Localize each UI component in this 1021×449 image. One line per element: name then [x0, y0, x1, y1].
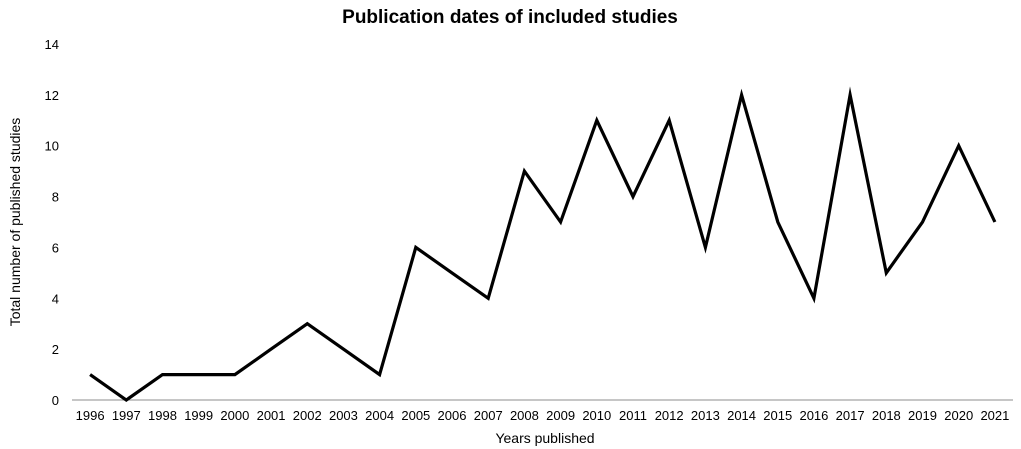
x-tick-label: 2011 — [619, 408, 647, 423]
x-tick-label: 2003 — [329, 408, 358, 423]
x-tick-label: 2010 — [582, 408, 611, 423]
x-tick-label: 1999 — [184, 408, 213, 423]
x-tick-label: 2013 — [691, 408, 720, 423]
x-tick-label: 2006 — [438, 408, 467, 423]
x-tick-label: 2018 — [872, 408, 901, 423]
x-tick-label: 1997 — [112, 408, 141, 423]
series-line — [89, 86, 997, 402]
x-tick-label: 2007 — [474, 408, 503, 423]
x-tick-label: 2014 — [727, 408, 756, 423]
x-axis-label: Years published — [495, 430, 594, 446]
x-tick-label: 2002 — [293, 408, 322, 423]
y-tick-labels: 0 2 4 6 8 10 12 14 — [45, 37, 59, 408]
x-tick-label: 1996 — [76, 408, 105, 423]
chart-title: Publication dates of included studies — [342, 7, 678, 28]
x-tick-label: 2016 — [799, 408, 828, 423]
x-tick-label: 2015 — [763, 408, 792, 423]
x-tick-label: 2000 — [220, 408, 249, 423]
x-tick-label: 2017 — [836, 408, 865, 423]
x-tick-labels: 1996 1997 1998 1999 2000 2001 2002 2003 2004 2005… — [76, 408, 1010, 423]
x-tick-label: 1998 — [148, 408, 177, 423]
y-axis-label: Total number of published studies — [7, 118, 23, 327]
x-tick-label: 2005 — [401, 408, 430, 423]
y-tick-label: 10 — [45, 139, 59, 154]
x-tick-label: 2008 — [510, 408, 539, 423]
series-group — [89, 86, 997, 402]
x-tick-label: 2001 — [257, 408, 286, 423]
x-tick-label: 2012 — [655, 408, 684, 423]
x-tick-label: 2021 — [980, 408, 1009, 423]
y-tick-label: 6 — [52, 240, 59, 255]
x-tick-label: 2004 — [365, 408, 394, 423]
y-tick-label: 14 — [45, 37, 59, 52]
x-tick-label: 2009 — [546, 408, 575, 423]
x-tick-label: 2020 — [944, 408, 973, 423]
y-tick-label: 8 — [52, 190, 59, 205]
y-tick-label: 4 — [52, 291, 59, 306]
y-tick-label: 2 — [52, 342, 59, 357]
y-tick-label: 0 — [52, 393, 59, 408]
x-tick-label: 2019 — [908, 408, 937, 423]
y-tick-label: 12 — [45, 88, 59, 103]
